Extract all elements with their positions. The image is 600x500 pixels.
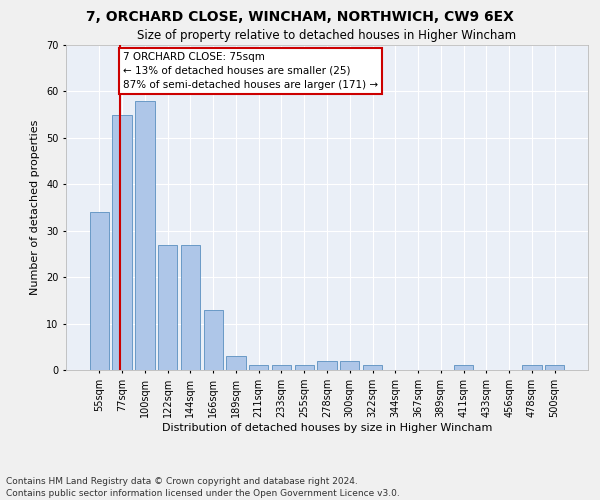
Bar — [181, 244, 200, 370]
Text: Contains HM Land Registry data © Crown copyright and database right 2024.
Contai: Contains HM Land Registry data © Crown c… — [6, 476, 400, 498]
Bar — [545, 366, 564, 370]
Title: Size of property relative to detached houses in Higher Wincham: Size of property relative to detached ho… — [137, 30, 517, 43]
Bar — [203, 310, 223, 370]
Bar — [158, 244, 178, 370]
Bar — [272, 366, 291, 370]
Bar — [90, 212, 109, 370]
Text: 7, ORCHARD CLOSE, WINCHAM, NORTHWICH, CW9 6EX: 7, ORCHARD CLOSE, WINCHAM, NORTHWICH, CW… — [86, 10, 514, 24]
Bar — [295, 366, 314, 370]
Bar — [363, 366, 382, 370]
Text: 7 ORCHARD CLOSE: 75sqm
← 13% of detached houses are smaller (25)
87% of semi-det: 7 ORCHARD CLOSE: 75sqm ← 13% of detached… — [123, 52, 378, 90]
Bar — [249, 366, 268, 370]
Bar — [112, 114, 132, 370]
Bar — [226, 356, 245, 370]
X-axis label: Distribution of detached houses by size in Higher Wincham: Distribution of detached houses by size … — [162, 422, 492, 432]
Bar — [522, 366, 542, 370]
Bar — [317, 360, 337, 370]
Bar — [454, 366, 473, 370]
Y-axis label: Number of detached properties: Number of detached properties — [31, 120, 40, 295]
Bar — [135, 100, 155, 370]
Bar — [340, 360, 359, 370]
